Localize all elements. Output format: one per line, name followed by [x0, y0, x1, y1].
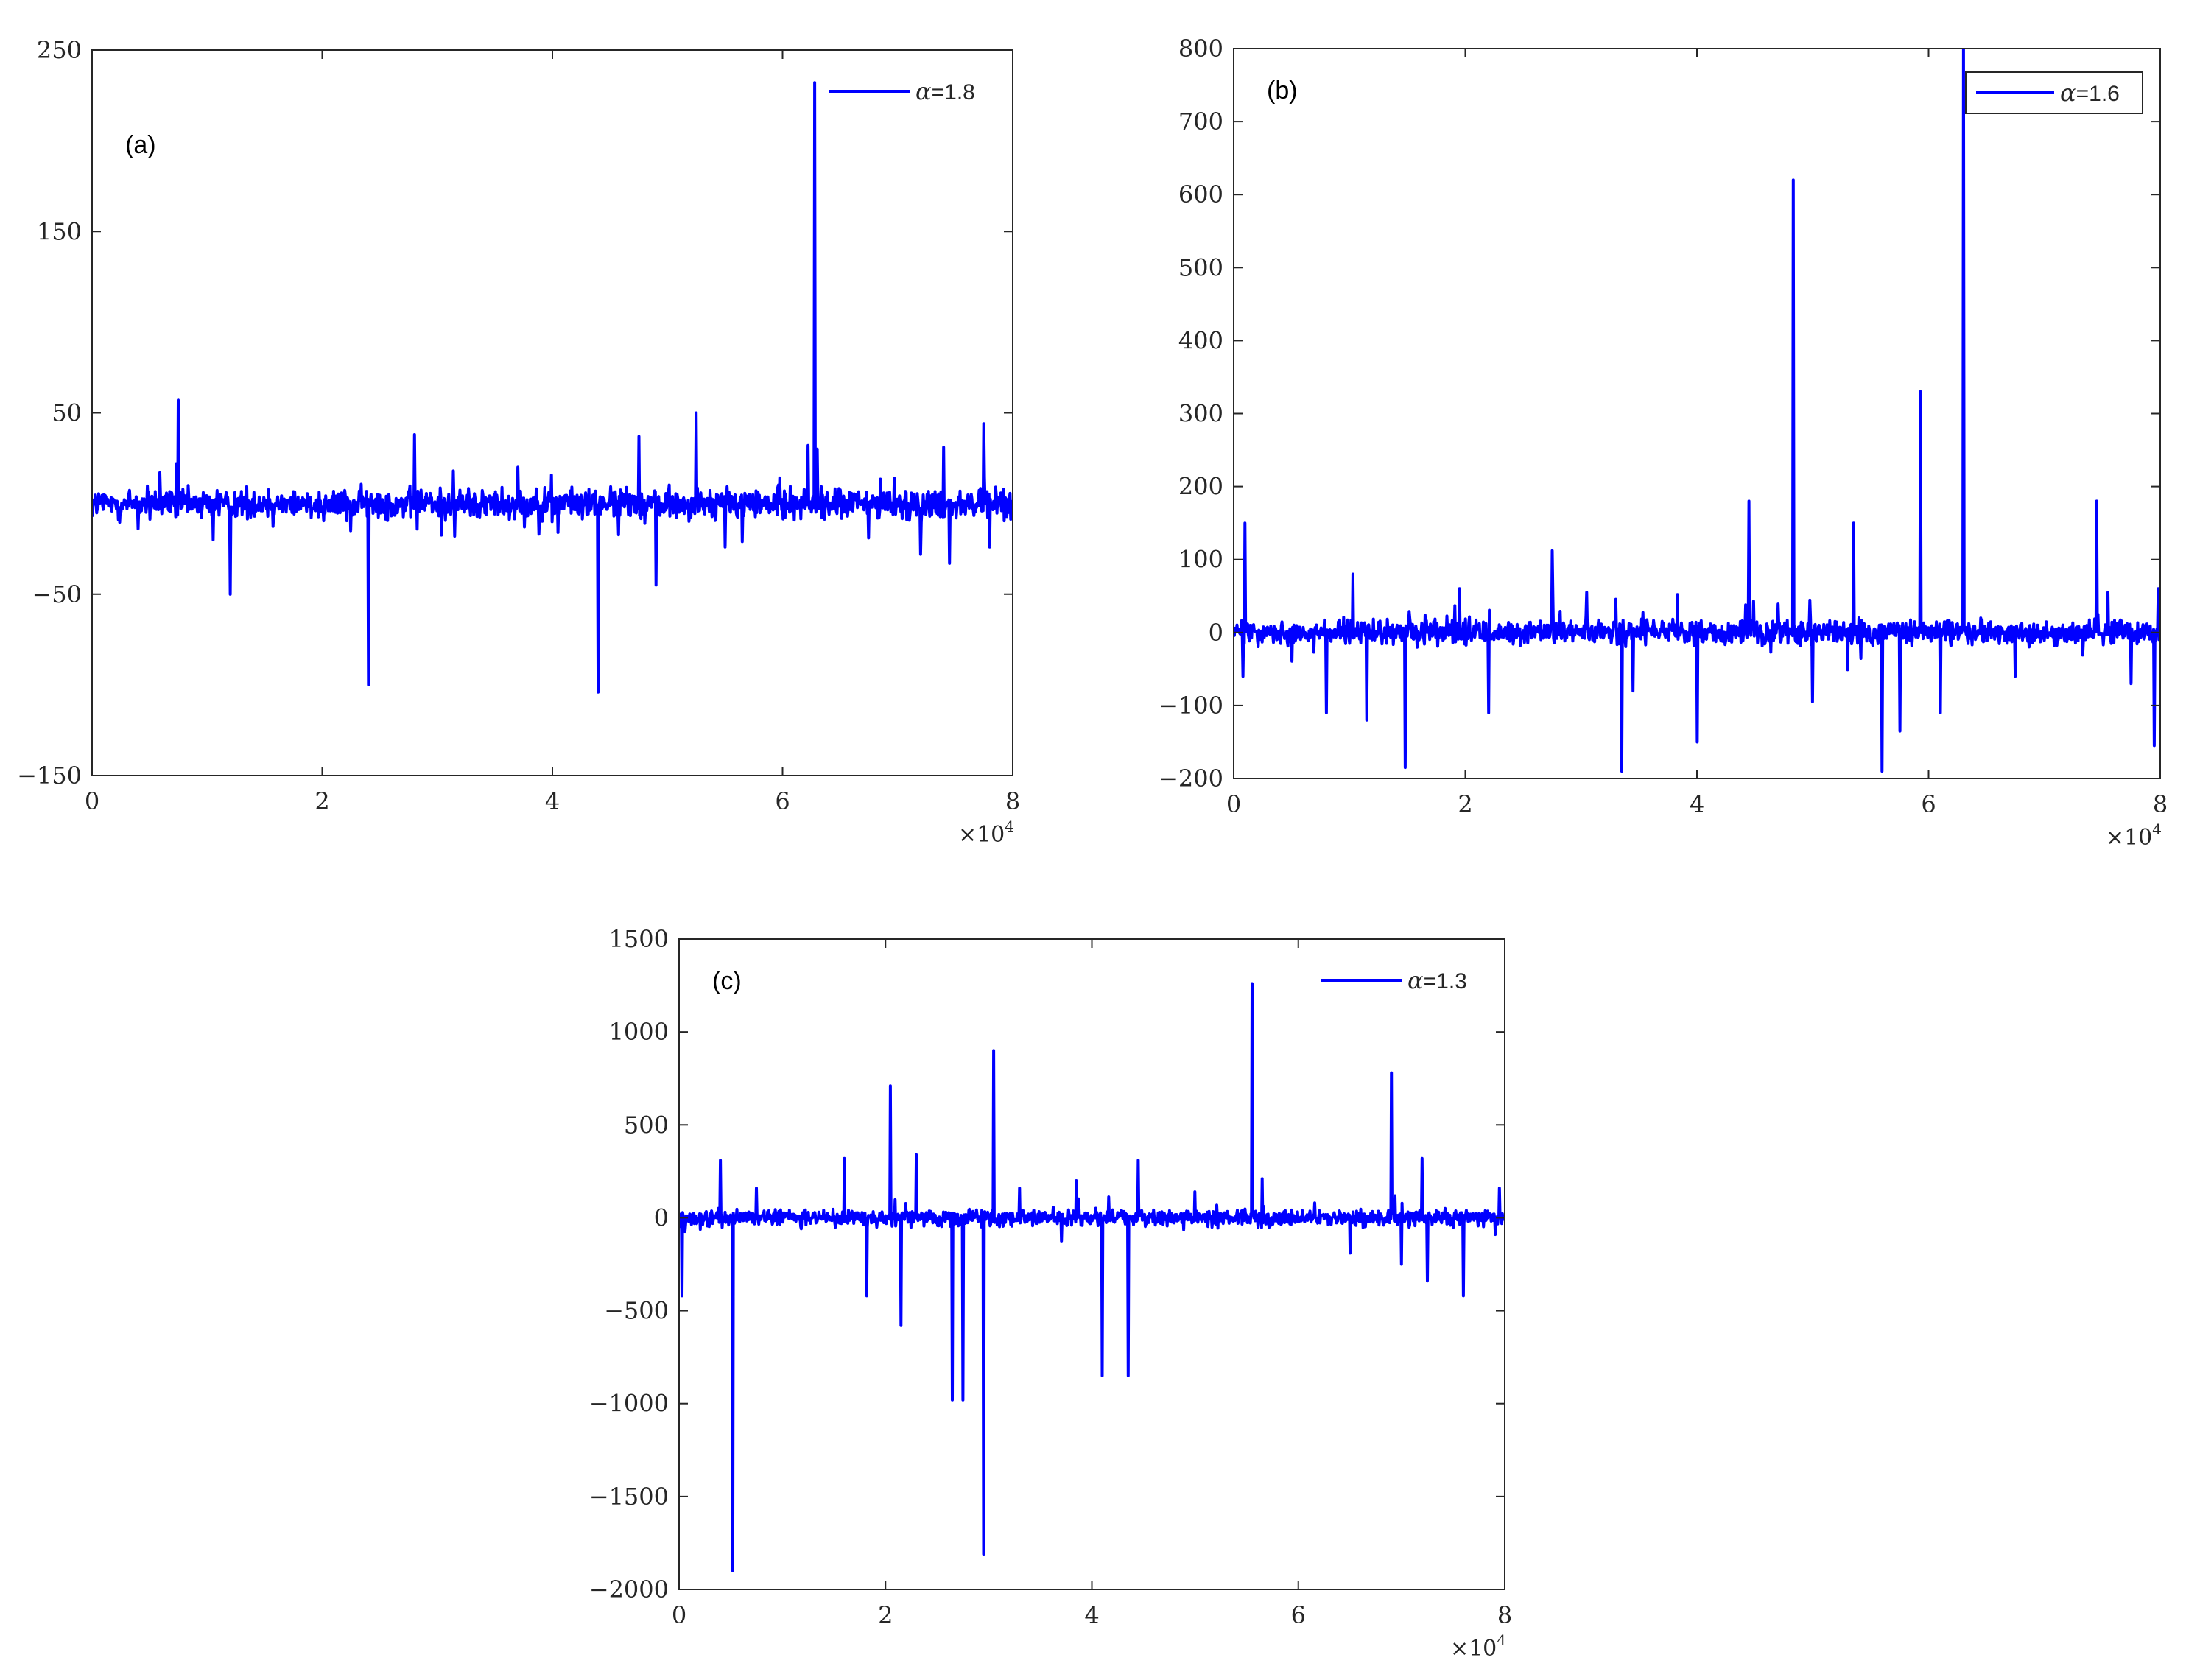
x-tick-label: 2 — [1458, 790, 1472, 818]
y-tick-label: 500 — [624, 1111, 669, 1139]
series-line — [679, 982, 1505, 1572]
x-tick-label: 2 — [314, 787, 329, 815]
y-tick-label: 500 — [1178, 253, 1223, 281]
y-tick-label: −500 — [604, 1297, 669, 1325]
y-tick-label: 1500 — [609, 925, 669, 953]
y-tick-label: 1000 — [609, 1018, 669, 1046]
x-tick-label: 6 — [1291, 1601, 1306, 1629]
series-line — [92, 81, 1013, 694]
x-tick-label: 8 — [1005, 787, 1020, 815]
subplot-c: 0 2 4 6 8 −2000 −1500 −1000 −500 0 500 1000 1500 ×104… — [589, 925, 1512, 1662]
x-tick-label: 4 — [1084, 1601, 1099, 1629]
series-line — [1234, 49, 2160, 773]
legend: α=1.8 — [829, 77, 975, 105]
legend: α=1.6 — [1965, 71, 2143, 114]
y-tick-label: −2000 — [589, 1575, 669, 1603]
x-tick-label: 4 — [1690, 790, 1704, 818]
y-tick-label: 600 — [1178, 180, 1223, 208]
x-tick-label: 0 — [672, 1601, 686, 1629]
x-multiplier: ×104 — [1450, 1631, 1506, 1662]
y-tick-label: 0 — [654, 1203, 669, 1231]
y-tick-label: −1500 — [589, 1483, 669, 1511]
x-multiplier: ×104 — [958, 818, 1014, 848]
x-tick-label: 6 — [775, 787, 790, 815]
panel-label: (c) — [712, 967, 742, 995]
x-multiplier: ×104 — [2106, 820, 2162, 851]
y-tick-label: 250 — [37, 36, 82, 64]
y-tick-label: 800 — [1178, 35, 1223, 63]
panel-label: (b) — [1267, 77, 1298, 105]
y-tick-label: 300 — [1178, 400, 1223, 428]
legend: α=1.3 — [1321, 966, 1467, 994]
y-tick-label: −200 — [1159, 765, 1223, 792]
y-tick-label: 200 — [1178, 473, 1223, 501]
x-tick-label: 6 — [1921, 790, 1936, 818]
panel-label: (a) — [125, 131, 156, 159]
legend-label: α=1.6 — [2060, 79, 2120, 107]
y-tick-label: −1000 — [589, 1390, 669, 1418]
y-tick-label: −100 — [1159, 692, 1223, 720]
legend-label: α=1.3 — [1407, 966, 1467, 994]
x-tick-label: 0 — [85, 787, 99, 815]
y-tick-label: 0 — [1209, 619, 1223, 647]
subplot-b: 0 2 4 6 8 −200 −100 0 100 200 300 400 500 600 700 800 ×1… — [1159, 35, 2168, 851]
x-tick-label: 8 — [1497, 1601, 1512, 1629]
y-tick-label: 400 — [1178, 326, 1223, 354]
legend-label: α=1.8 — [915, 77, 975, 105]
subplot-a: 0 2 4 6 8 −150 −50 50 150 250 ×104 (a) α=1.8 — [17, 36, 1020, 848]
y-tick-label: 50 — [52, 399, 82, 427]
y-tick-label: −50 — [32, 580, 82, 608]
y-tick-label: 700 — [1178, 108, 1223, 136]
y-tick-label: −150 — [17, 762, 82, 790]
x-tick-label: 8 — [2153, 790, 2168, 818]
x-tick-label: 4 — [545, 787, 560, 815]
x-tick-label: 2 — [878, 1601, 893, 1629]
y-tick-label: 150 — [37, 217, 82, 245]
y-tick-label: 100 — [1178, 546, 1223, 574]
x-tick-label: 0 — [1226, 790, 1241, 818]
